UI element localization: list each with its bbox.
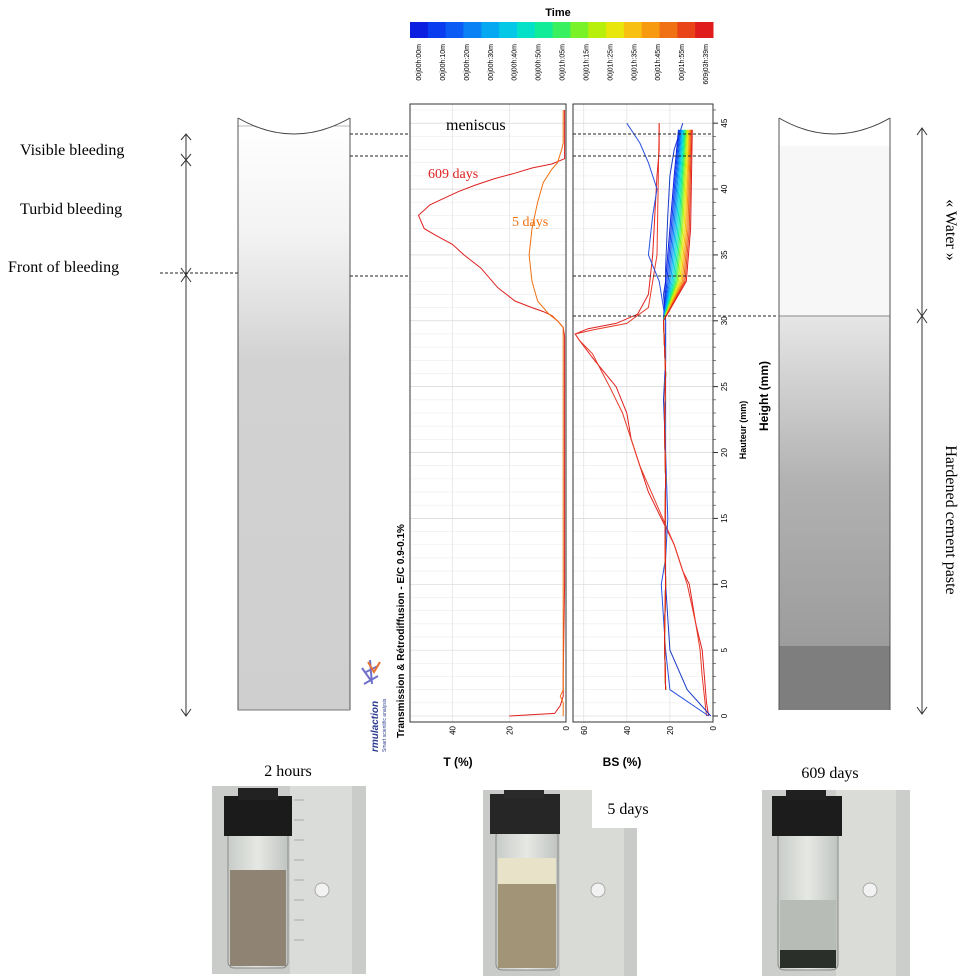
caption-2-hours: 2 hours: [264, 763, 312, 780]
y-tick-label: 10: [720, 579, 729, 588]
colorbar-cell: [641, 22, 661, 38]
colorbar-tick-label: 00j00h:50m: [536, 44, 543, 81]
y-tick-label: 35: [720, 250, 729, 259]
x-tick-label: 40: [623, 725, 632, 734]
bs-x-ticks: 60 40 20 0: [580, 725, 718, 734]
y-tick-label: 0: [720, 713, 729, 718]
series-line: [574, 123, 707, 717]
x-tick-label: 20: [666, 725, 675, 734]
bs-ylabel-small: Hauteur (mm): [738, 401, 748, 460]
series-line: [528, 110, 564, 716]
label-609-days: 609 days: [428, 167, 478, 182]
colorbar-tick-label: 00j01h:45m: [655, 44, 662, 81]
colorbar-cell: [606, 22, 625, 38]
colorbar-tick-label: 609j03h:39m: [703, 44, 710, 85]
colorbar-tick-label: 00j01h:05m: [560, 44, 567, 81]
t-series-group: [417, 110, 566, 717]
y-tick-label: 40: [720, 184, 729, 193]
colorbar-tick-label: 00j00h:00m: [416, 44, 423, 81]
colorbar-cell: [516, 22, 536, 38]
series-line: [574, 123, 710, 717]
colorbar-cell: [445, 22, 464, 38]
series-line: [626, 122, 709, 717]
photo-captions: 2 hours 609 days: [264, 763, 858, 782]
colorbar-cell: [695, 22, 714, 38]
x-tick-label: 0: [709, 725, 718, 730]
x-tick-label: 60: [580, 725, 589, 734]
logo-subtext: Smart scientific analysis: [382, 698, 388, 752]
series-line: [417, 110, 566, 717]
caption-5-days: 5 days: [607, 801, 648, 818]
meniscus-label: meniscus: [446, 117, 506, 134]
chart-title: Transmission & Rétrodiffusion - E/C 0.9-…: [396, 524, 407, 738]
y-tick-label: 25: [720, 382, 729, 391]
x-tick-label: 0: [562, 725, 571, 730]
colorbar-cell: [427, 22, 447, 38]
colorbar-tick-label: 00j00h:40m: [512, 44, 519, 81]
label-hardened: Hardened cement paste: [942, 445, 959, 594]
colorbar-cell: [552, 22, 571, 38]
colorbar-cell: [588, 22, 607, 38]
colorbar-tick-label: 00j01h:15m: [583, 44, 590, 81]
colorbar-cell: [463, 22, 482, 38]
colorbar-cell: [623, 22, 643, 38]
y-tick-label: 45: [720, 118, 729, 127]
formulaction-logo: rmulaction Smart scientific analysis: [361, 659, 388, 752]
x-tick-label: 40: [449, 725, 458, 734]
bs-guides: [573, 133, 778, 317]
photo-5-days: 5 days: [483, 790, 664, 976]
label-visible-bleeding: Visible bleeding: [20, 142, 124, 159]
colorbar-tick-label: 00j01h:55m: [679, 44, 686, 81]
logo-text: rmulaction: [370, 701, 381, 752]
colorbar-tick-label: 00j01h:35m: [631, 44, 638, 81]
label-5-days: 5 days: [512, 215, 548, 230]
bs-series-group: [574, 122, 712, 717]
photo-609-days: [762, 790, 910, 976]
label-front-of-bleeding: Front of bleeding: [8, 259, 119, 276]
colorbar-cell: [481, 22, 500, 38]
x-tick-label: 20: [505, 725, 514, 734]
y-tick-label: 20: [720, 448, 729, 457]
photo-2-hours: [212, 786, 366, 974]
y-tick-label: 15: [720, 513, 729, 522]
colorbar-cell: [499, 22, 518, 38]
colorbar-cell: [410, 22, 429, 38]
colorbar-tick-label: 00j01h:25m: [607, 44, 614, 81]
t-x-ticks: 40 20 0: [449, 725, 571, 734]
colorbar-cell: [677, 22, 696, 38]
right-tube: [778, 117, 891, 710]
caption-609-days: 609 days: [801, 765, 858, 782]
label-turbid-bleeding: Turbid bleeding: [20, 201, 122, 218]
t-xlabel: T (%): [443, 755, 472, 769]
colorbar: Time 00j00h:00m 00j00h:10m 00j00h:20m 00j00…: [410, 7, 714, 84]
colorbar-cell: [534, 22, 554, 38]
colorbar-cells: [410, 22, 714, 38]
y-tick-label: 30: [720, 316, 729, 325]
bs-xlabel: BS (%): [603, 755, 642, 769]
colorbar-cell: [659, 22, 678, 38]
y-tick-label: 5: [720, 647, 729, 652]
colorbar-tick-label: 00j00h:30m: [488, 44, 495, 81]
colorbar-title: Time: [545, 7, 570, 19]
series-line-time: [662, 129, 693, 690]
bs-panel: 60 40 20 0 0 5 10 15 20 25 30 35 40 45 BS (%) Hauteu…: [572, 103, 771, 769]
colorbar-tick-label: 00j00h:10m: [440, 44, 447, 81]
bs-y-ticks: 0 5 10 15 20 25 30 35 40 45: [713, 109, 729, 718]
t-panel: 40 20 0 T (%) Transmission & Rétrodiffusio…: [396, 103, 571, 769]
left-tube: [237, 117, 351, 711]
right-annotations: « Water » Hardened cement paste: [916, 127, 959, 715]
colorbar-tick-label: 00j00h:20m: [464, 44, 471, 81]
bs-ylabel: Height (mm): [757, 361, 771, 431]
colorbar-ticks: 00j00h:00m 00j00h:10m 00j00h:20m 00j00h:30m…: [416, 44, 710, 85]
label-water: « Water »: [942, 199, 959, 261]
colorbar-cell: [570, 22, 589, 38]
